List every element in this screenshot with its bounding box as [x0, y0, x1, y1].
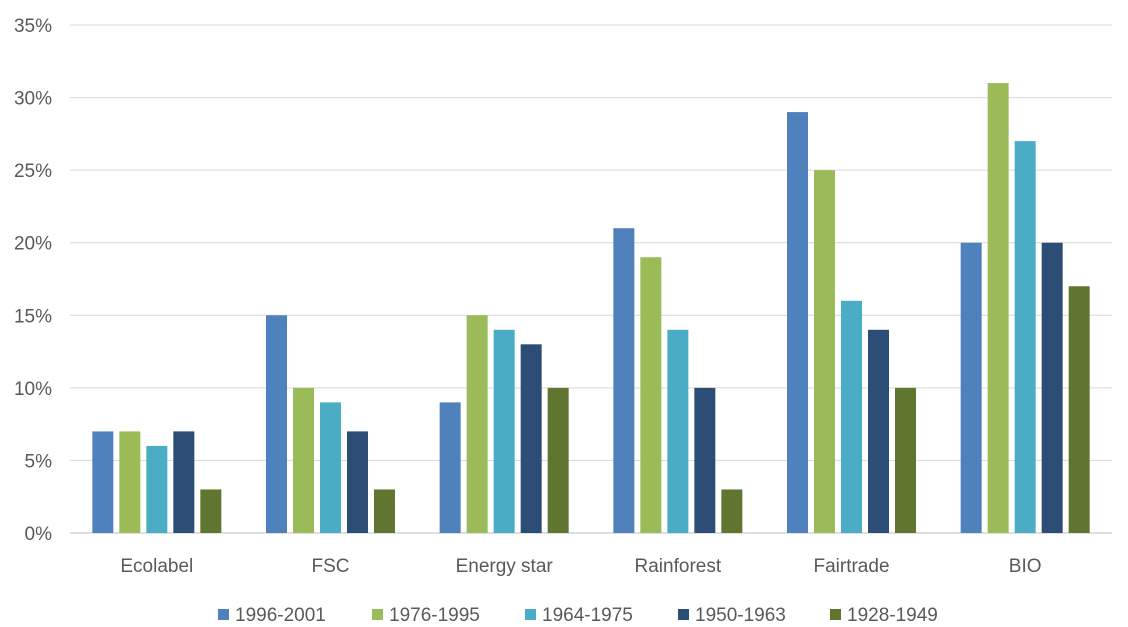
bar — [1014, 141, 1036, 533]
legend-label: 1996-2001 — [235, 605, 326, 626]
x-tick-label: Rainforest — [635, 556, 722, 577]
bar — [787, 112, 808, 533]
y-tick-label: 20% — [14, 234, 52, 255]
y-tick-label: 10% — [14, 379, 52, 400]
legend-swatch — [372, 609, 383, 620]
bar — [493, 329, 515, 533]
bar — [868, 329, 889, 533]
bar — [266, 315, 287, 533]
y-tick-label: 0% — [25, 524, 53, 545]
x-tick-label: Fairtrade — [813, 556, 889, 577]
legend-swatch — [525, 609, 536, 620]
bar — [146, 445, 168, 533]
legend-swatch — [830, 609, 841, 620]
bars — [92, 83, 1090, 534]
bar — [374, 489, 395, 533]
legend-label: 1950-1963 — [695, 605, 786, 626]
legend-label: 1964-1975 — [542, 605, 633, 626]
bar — [92, 431, 114, 533]
legend-label: 1976-1995 — [389, 605, 480, 626]
legend-swatch — [678, 609, 689, 620]
bar — [320, 402, 341, 533]
y-tick-label: 30% — [14, 89, 52, 110]
bar — [721, 489, 743, 533]
bar — [987, 83, 1009, 534]
y-axis: 0% 5% 10% 15% 20% 25% 30% 35% — [14, 16, 52, 545]
bar — [613, 228, 635, 533]
bar — [466, 315, 488, 533]
legend-swatch — [218, 609, 229, 620]
bar — [119, 431, 141, 533]
legend: 1996-2001 1976-1995 1964-1975 1950-1963 1928… — [218, 605, 938, 626]
bar — [347, 431, 368, 533]
bar — [640, 257, 662, 533]
bar — [895, 387, 916, 533]
y-tick-label: 15% — [14, 306, 52, 327]
y-tick-label: 35% — [14, 16, 52, 37]
gridlines — [70, 24, 1112, 534]
bar — [960, 242, 982, 533]
bar — [173, 431, 195, 533]
x-tick-label: FSC — [312, 556, 350, 577]
legend-label: 1928-1949 — [847, 605, 938, 626]
bar — [814, 170, 835, 533]
bar — [694, 387, 716, 533]
bar — [1068, 286, 1090, 533]
x-tick-label: BIO — [1009, 556, 1042, 577]
bar — [667, 329, 689, 533]
bar — [841, 300, 862, 533]
x-tick-label: Energy star — [456, 556, 554, 577]
y-tick-label: 25% — [14, 161, 52, 182]
bar — [439, 402, 461, 533]
y-tick-label: 5% — [25, 451, 53, 472]
bar — [200, 489, 222, 533]
bar — [547, 387, 569, 533]
x-axis: Ecolabel FSC Energy star Rainforest Fairtrad… — [120, 556, 1041, 577]
bar — [520, 344, 542, 533]
bar — [293, 387, 314, 533]
x-tick-label: Ecolabel — [120, 556, 193, 577]
bar — [1041, 242, 1063, 533]
